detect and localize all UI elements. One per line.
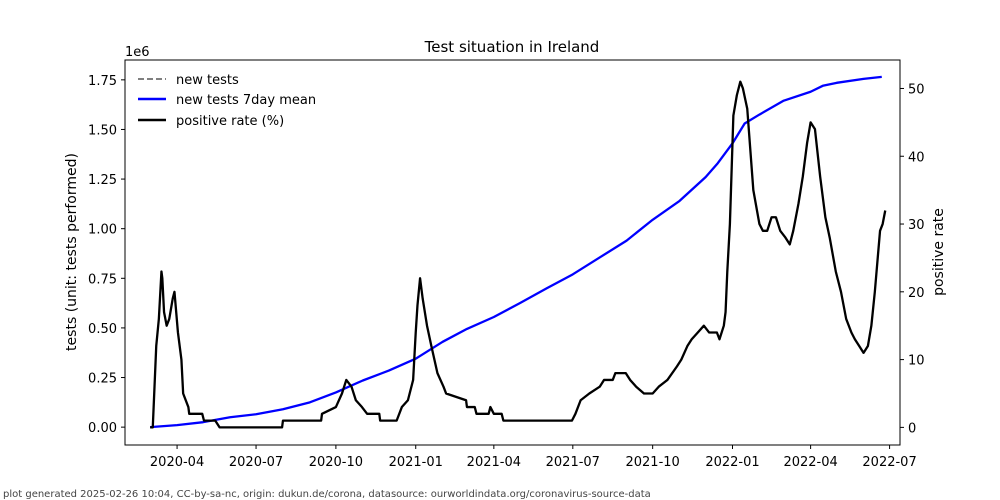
- x-tick-label: 2021-04: [467, 455, 521, 470]
- y-right-tick-label: 40: [908, 150, 925, 165]
- legend-label-7day-mean: new tests 7day mean: [176, 93, 316, 108]
- y-left-tick-label: 0.50: [88, 322, 117, 337]
- y-right-tick-label: 20: [908, 286, 925, 301]
- x-tick-label: 2021-07: [546, 455, 600, 470]
- x-tick-label: 2022-01: [705, 455, 759, 470]
- y-left-tick-label: 0.75: [88, 272, 117, 287]
- x-axis: 2020-04 2020-07 2020-10 2021-01 2021-04 2021-…: [150, 445, 917, 470]
- chart-title: Test situation in Ireland: [424, 38, 600, 56]
- y-left-tick-label: 1.25: [88, 173, 117, 188]
- footer-credit: plot generated 2025-02-26 10:04, CC-by-s…: [3, 489, 651, 500]
- y-left-tick-label: 0.25: [88, 372, 117, 387]
- legend: new tests new tests 7day mean positive r…: [138, 73, 316, 129]
- y-left-tick-label: 1.75: [88, 74, 117, 89]
- y-right-tick-label: 0: [908, 421, 916, 436]
- x-tick-label: 2022-04: [783, 455, 837, 470]
- series-layer: [150, 75, 887, 429]
- y-axis-left: 0.00 0.25 0.50 0.75 1.00 1.25 1.50 1.75: [88, 74, 125, 436]
- plot-frame: [124, 59, 901, 446]
- y-offset-label: 1e6: [125, 45, 150, 60]
- legend-label-new-tests: new tests: [176, 73, 239, 88]
- y-axis-right: 0 10 20 30 40 50: [900, 82, 925, 436]
- series-line-positive-rate: [150, 80, 887, 429]
- x-tick-label: 2022-07: [862, 455, 916, 470]
- y-left-tick-label: 1.50: [88, 123, 117, 138]
- y-axis-right-label: positive rate: [931, 208, 947, 296]
- y-axis-left-label: tests (unit: tests performed): [64, 153, 80, 351]
- x-tick-label: 2020-07: [229, 455, 283, 470]
- y-right-tick-label: 10: [908, 354, 925, 369]
- y-right-tick-label: 30: [908, 218, 925, 233]
- y-left-tick-label: 0.00: [88, 421, 117, 436]
- x-tick-label: 2020-04: [150, 455, 204, 470]
- y-right-tick-label: 50: [908, 82, 925, 97]
- x-tick-label: 2021-10: [625, 455, 679, 470]
- legend-label-positive-rate: positive rate (%): [176, 114, 284, 129]
- series-line-new-tests-7day-mean: [150, 75, 882, 429]
- x-tick-label: 2021-01: [389, 455, 443, 470]
- x-tick-label: 2020-10: [309, 455, 363, 470]
- y-left-tick-label: 1.00: [88, 223, 117, 238]
